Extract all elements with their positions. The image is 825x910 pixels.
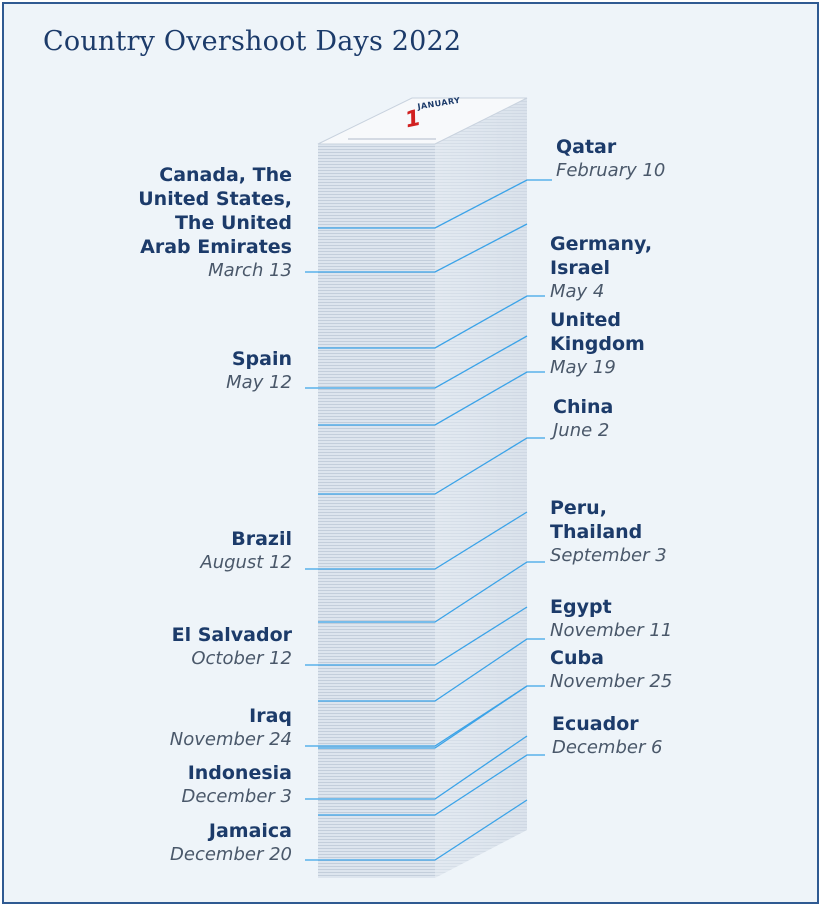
leader-egypt	[318, 638, 545, 702]
label-left-el-salvador: El Salvador October 12	[172, 623, 292, 671]
label-left-brazil: Brazil August 12	[200, 527, 292, 575]
overshoot-date: August 12	[200, 552, 292, 573]
overshoot-date: June 2	[553, 420, 610, 441]
leader-jamaica	[305, 799, 528, 861]
overshoot-date: May 4	[550, 281, 605, 302]
stack-top-face	[317, 97, 528, 145]
label-left-indonesia: Indonesia December 3	[181, 761, 292, 809]
country-name: China	[553, 396, 614, 418]
leader-spain	[305, 335, 528, 389]
country-name: Germany, Israel	[550, 233, 653, 279]
overshoot-date: November 24	[169, 729, 292, 750]
leader-peru-thailand	[318, 561, 545, 623]
leader-qatar	[318, 179, 552, 229]
leader-ecuador	[318, 754, 545, 816]
overshoot-date: December 20	[170, 844, 292, 865]
leader-china	[318, 437, 545, 495]
label-left-canada-us-uae: Canada, The United States, The United Ar…	[138, 163, 292, 283]
label-left-spain: Spain May 12	[226, 347, 292, 395]
leader-cuba	[318, 685, 545, 749]
country-name: El Salvador	[171, 624, 292, 646]
country-name: Iraq	[249, 705, 292, 727]
page-title: Country Overshoot Days 2022	[43, 26, 462, 57]
label-right-qatar: Qatar February 10	[556, 135, 665, 183]
overshoot-date: May 19	[550, 357, 616, 378]
country-name: Egypt	[550, 596, 612, 618]
country-name: United Kingdom	[550, 309, 645, 355]
country-name: Ecuador	[552, 713, 639, 735]
overshoot-date: October 12	[191, 648, 292, 669]
label-right-germany-israel: Germany, Israel May 4	[550, 232, 652, 304]
overshoot-date: September 3	[550, 545, 667, 566]
country-name: Spain	[231, 348, 292, 370]
label-left-iraq: Iraq November 24	[170, 704, 292, 752]
overshoot-date: December 3	[181, 786, 292, 807]
overshoot-date: November 11	[550, 620, 673, 641]
country-name: Qatar	[556, 136, 617, 158]
overshoot-date: December 6	[552, 737, 663, 758]
country-name: Cuba	[550, 647, 604, 669]
overshoot-date: February 10	[556, 160, 666, 181]
leader-lines	[305, 179, 552, 861]
leader-brazil	[305, 511, 528, 570]
leader-indonesia	[305, 735, 528, 800]
overshoot-date: November 25	[550, 671, 673, 692]
stack-front-face	[318, 144, 435, 878]
country-name: Canada, The United States, The United Ar…	[138, 164, 292, 258]
leader-united-kingdom	[318, 371, 545, 426]
leader-germany-israel	[318, 295, 545, 349]
overshoot-date: May 12	[226, 372, 292, 393]
overshoot-date: March 13	[208, 260, 292, 281]
leader-el-salvador	[305, 606, 528, 666]
country-name: Peru, Thailand	[550, 497, 643, 543]
label-right-peru-thailand: Peru, Thailand September 3	[550, 496, 667, 568]
country-name: Brazil	[231, 528, 292, 550]
label-right-united-kingdom: United Kingdom May 19	[550, 308, 645, 380]
label-right-cuba: Cuba November 25	[550, 646, 672, 694]
country-name: Jamaica	[208, 820, 292, 842]
label-right-china: China June 2	[553, 395, 613, 443]
label-right-ecuador: Ecuador December 6	[552, 712, 663, 760]
country-name: Indonesia	[187, 762, 292, 784]
leader-canada-us-uae	[305, 223, 528, 273]
stack-side-pages	[435, 98, 527, 878]
label-right-egypt: Egypt November 11	[550, 595, 672, 643]
label-left-jamaica: Jamaica December 20	[170, 819, 292, 867]
